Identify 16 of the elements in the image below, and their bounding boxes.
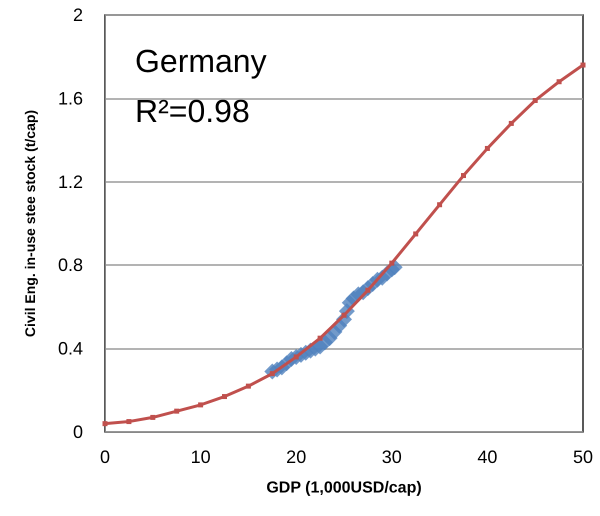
y-axis-title: Civil Eng. in-use stee stock (t/cap) [22,110,38,338]
x-tick-label: 40 [477,447,498,467]
x-axis-title: GDP (1,000USD/cap) [266,480,422,496]
y-tick-label: 0.4 [58,338,83,359]
y-tick-label: 1.6 [58,88,83,108]
annotation: R²=0.98 [135,93,250,129]
y-tick-label: 2 [72,5,83,25]
x-tick-label: 0 [100,447,110,467]
x-tick-label: 20 [286,447,306,467]
x-tick-label: 50 [572,447,594,467]
y-tick-label: 1.2 [58,172,83,192]
x-tick-label: 10 [190,447,211,467]
y-tick-label: 0 [72,422,83,442]
x-tick-label: 30 [382,447,402,467]
y-tick-label: 0.8 [58,255,83,276]
annotation: Germany [135,43,267,79]
